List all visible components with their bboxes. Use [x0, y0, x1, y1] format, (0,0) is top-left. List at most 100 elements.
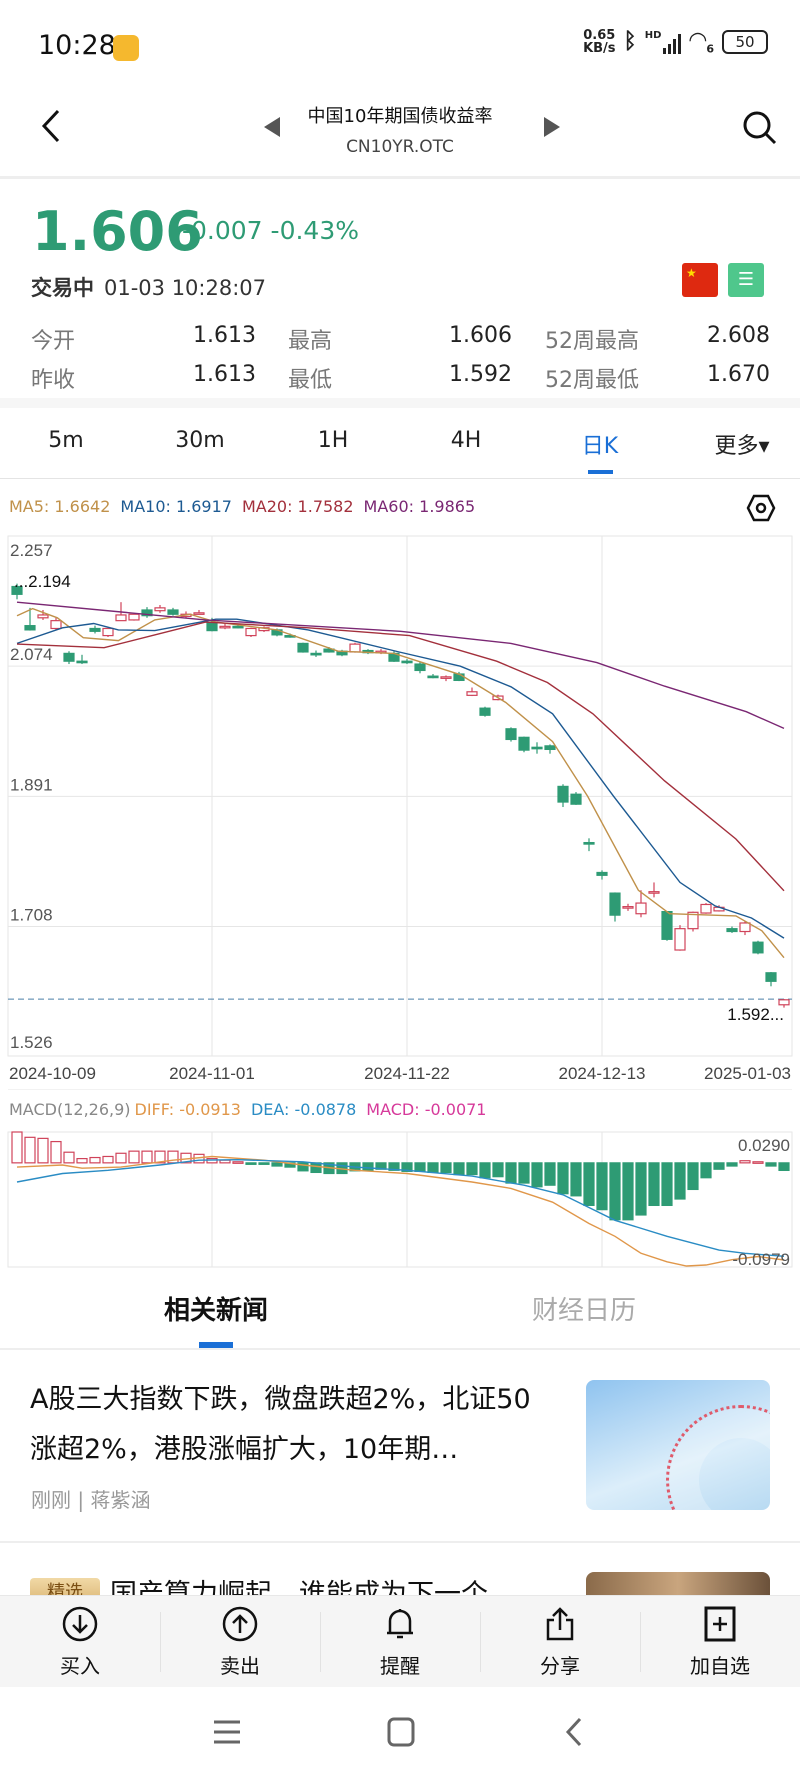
stat-value: 1.592: [449, 362, 512, 387]
candle-body: [427, 675, 439, 679]
back-icon[interactable]: [38, 108, 64, 144]
candle-body: [401, 660, 413, 664]
top-nav: [0, 95, 800, 179]
candle: [102, 627, 114, 638]
tab-related-news[interactable]: 相关新闻: [163, 1296, 269, 1326]
notification-app-icon: [113, 35, 139, 61]
min-marker: 1.592...: [727, 1005, 784, 1024]
china-flag-icon: ★: [682, 263, 718, 297]
ma5-line: [16, 607, 785, 959]
active-tab-indicator: [588, 470, 613, 474]
candle-body: [76, 660, 88, 664]
macd-bar: [89, 1156, 101, 1164]
bluetooth-icon: ᛒ: [623, 29, 637, 55]
news-meta: 刚刚 | 蒋紫涵: [31, 1488, 151, 1512]
market-status: 交易中: [31, 276, 94, 300]
y-tick-label: 1.891: [10, 775, 53, 794]
stat-value: 1.670: [707, 362, 770, 387]
candle-body: [544, 745, 556, 751]
sell-button[interactable]: 卖出: [160, 1600, 320, 1685]
divider: [640, 1612, 641, 1672]
tab-1h[interactable]: 1H: [317, 428, 349, 453]
tab-more[interactable]: 更多▾: [714, 434, 770, 459]
tab-daily[interactable]: 日K: [581, 434, 619, 459]
arrow-down-circle-icon: [62, 1606, 98, 1642]
macd-chart[interactable]: 0.0290 -0.0979: [0, 1128, 800, 1273]
macd-bar: [232, 1161, 244, 1164]
chart-settings-icon[interactable]: [746, 493, 776, 523]
candle: [544, 744, 556, 754]
candle: [37, 609, 49, 620]
candle: [765, 972, 777, 987]
candle-body: [297, 642, 309, 653]
tab-4h[interactable]: 4H: [450, 428, 482, 453]
arrow-up-circle-icon: [222, 1606, 258, 1642]
macd-value-label: MACD: -0.0071: [366, 1100, 487, 1119]
candle: [414, 661, 426, 674]
dea-label: DEA: -0.0878: [250, 1100, 357, 1119]
alert-button[interactable]: 提醒: [320, 1600, 480, 1685]
diff-line: [16, 1155, 785, 1267]
macd-bar: [492, 1162, 504, 1178]
candle-body: [622, 906, 634, 909]
previous-instrument-icon[interactable]: [262, 115, 282, 139]
candle: [401, 659, 413, 665]
macd-bar: [466, 1162, 478, 1176]
section-separator: [0, 398, 800, 408]
macd-bar: [310, 1162, 322, 1174]
tab-economic-calendar[interactable]: 财经日历: [531, 1296, 637, 1326]
candle-body: [687, 911, 699, 930]
ma60-label: MA60: 1.9865: [363, 497, 476, 516]
y-tick-label: 0.0290: [738, 1136, 790, 1155]
net-speed-unit: KB/s: [583, 40, 616, 56]
macd-bar: [414, 1162, 426, 1172]
ticket-icon[interactable]: ☰: [728, 263, 764, 297]
tab-30m[interactable]: 30m: [175, 428, 225, 453]
macd-bar: [63, 1151, 75, 1164]
tab-5m[interactable]: 5m: [48, 428, 84, 453]
candle-body: [778, 999, 790, 1006]
candle-body: [154, 607, 166, 612]
candle-body: [531, 746, 543, 750]
candle-body: [700, 903, 712, 914]
ma10-label: MA10: 1.6917: [120, 497, 232, 516]
back-nav-icon[interactable]: [562, 1716, 586, 1748]
candle: [128, 612, 140, 621]
news-title[interactable]: A股三大指数下跌，微盘跌超2%，北证50涨超2%，港股涨幅扩大，10年期…: [30, 1384, 531, 1465]
candle-body: [167, 609, 179, 615]
status-bar: 10:28 0.65 KB/s ᛒ HD ◠6 50: [0, 0, 800, 95]
macd-bar: [479, 1162, 491, 1179]
x-tick-label: 2025-01-03: [704, 1064, 791, 1083]
buy-button[interactable]: 买入: [0, 1600, 160, 1685]
candle: [11, 583, 23, 600]
stat-label: 今开: [31, 329, 76, 354]
stat-value: 1.606: [449, 323, 512, 348]
candle: [297, 642, 309, 653]
system-nav-bar: [0, 1687, 800, 1780]
signal-label: HD: [644, 29, 662, 41]
add-watchlist-button[interactable]: 加自选: [640, 1600, 800, 1685]
candlestick-chart[interactable]: 2.257 2.074 1.891 1.708 1.526 2024-10-09 2024-…: [0, 530, 800, 1090]
candle: [427, 674, 439, 679]
news-thumbnail[interactable]: [586, 1380, 770, 1510]
alert-label: 提醒: [380, 1654, 420, 1678]
current-price: 1.606: [32, 200, 203, 263]
candle-body: [674, 928, 686, 951]
page-title: 中国10年期国债收益率: [307, 106, 493, 127]
candle-body: [518, 736, 530, 751]
candle-body: [661, 910, 673, 940]
candle-body: [89, 627, 101, 632]
next-instrument-icon[interactable]: [542, 115, 562, 139]
divider: [0, 478, 800, 479]
dea-line: [16, 1158, 785, 1257]
candle: [596, 870, 608, 880]
add-watchlist-label: 加自选: [690, 1654, 750, 1678]
candle: [24, 607, 36, 631]
change-value: -0.007: [182, 216, 263, 245]
share-button[interactable]: 分享: [480, 1600, 640, 1685]
search-icon[interactable]: [742, 110, 778, 146]
menu-icon[interactable]: [212, 1718, 242, 1746]
candle-body: [11, 585, 23, 595]
macd-params-label: MACD(12,26,9): [9, 1100, 131, 1119]
home-icon[interactable]: [386, 1716, 416, 1748]
